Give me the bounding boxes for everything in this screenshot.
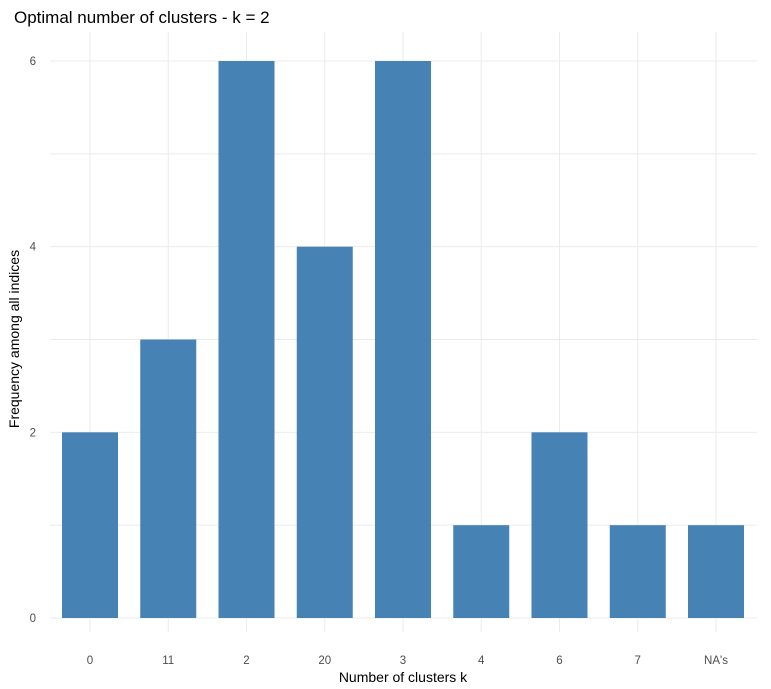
bar-4 bbox=[453, 525, 510, 618]
bar-NA's bbox=[688, 525, 744, 618]
y-tick-label: 2 bbox=[30, 427, 36, 439]
x-tick-label: 6 bbox=[556, 655, 562, 667]
x-tick-label: 7 bbox=[635, 655, 641, 667]
x-tick-label: 20 bbox=[318, 655, 331, 667]
y-axis-title: Frequency among all indices bbox=[6, 250, 22, 428]
bar-2 bbox=[218, 61, 275, 618]
y-tick-label: 0 bbox=[30, 613, 36, 625]
x-tick-label: 3 bbox=[400, 655, 406, 667]
x-tick-label: 0 bbox=[87, 655, 93, 667]
bar-6 bbox=[531, 432, 588, 618]
bar-20 bbox=[296, 246, 353, 618]
y-axis-ticks: 0 2 4 6 bbox=[30, 56, 37, 625]
y-tick-label: 4 bbox=[30, 242, 37, 254]
bars bbox=[62, 61, 744, 618]
x-axis-ticks: 0 11 2 20 3 4 6 7 NA's bbox=[87, 655, 728, 667]
chart-title: Optimal number of clusters - k = 2 bbox=[14, 8, 270, 27]
x-tick-label: 11 bbox=[162, 655, 174, 667]
y-tick-label: 6 bbox=[30, 56, 36, 68]
x-tick-label: NA's bbox=[704, 655, 728, 667]
bar-7 bbox=[609, 525, 666, 618]
bar-11 bbox=[140, 339, 197, 618]
x-tick-label: 2 bbox=[243, 655, 249, 667]
bar-3 bbox=[375, 61, 431, 618]
x-tick-label: 4 bbox=[478, 655, 485, 667]
bar-0 bbox=[62, 432, 118, 618]
x-axis-title: Number of clusters k bbox=[339, 669, 468, 685]
